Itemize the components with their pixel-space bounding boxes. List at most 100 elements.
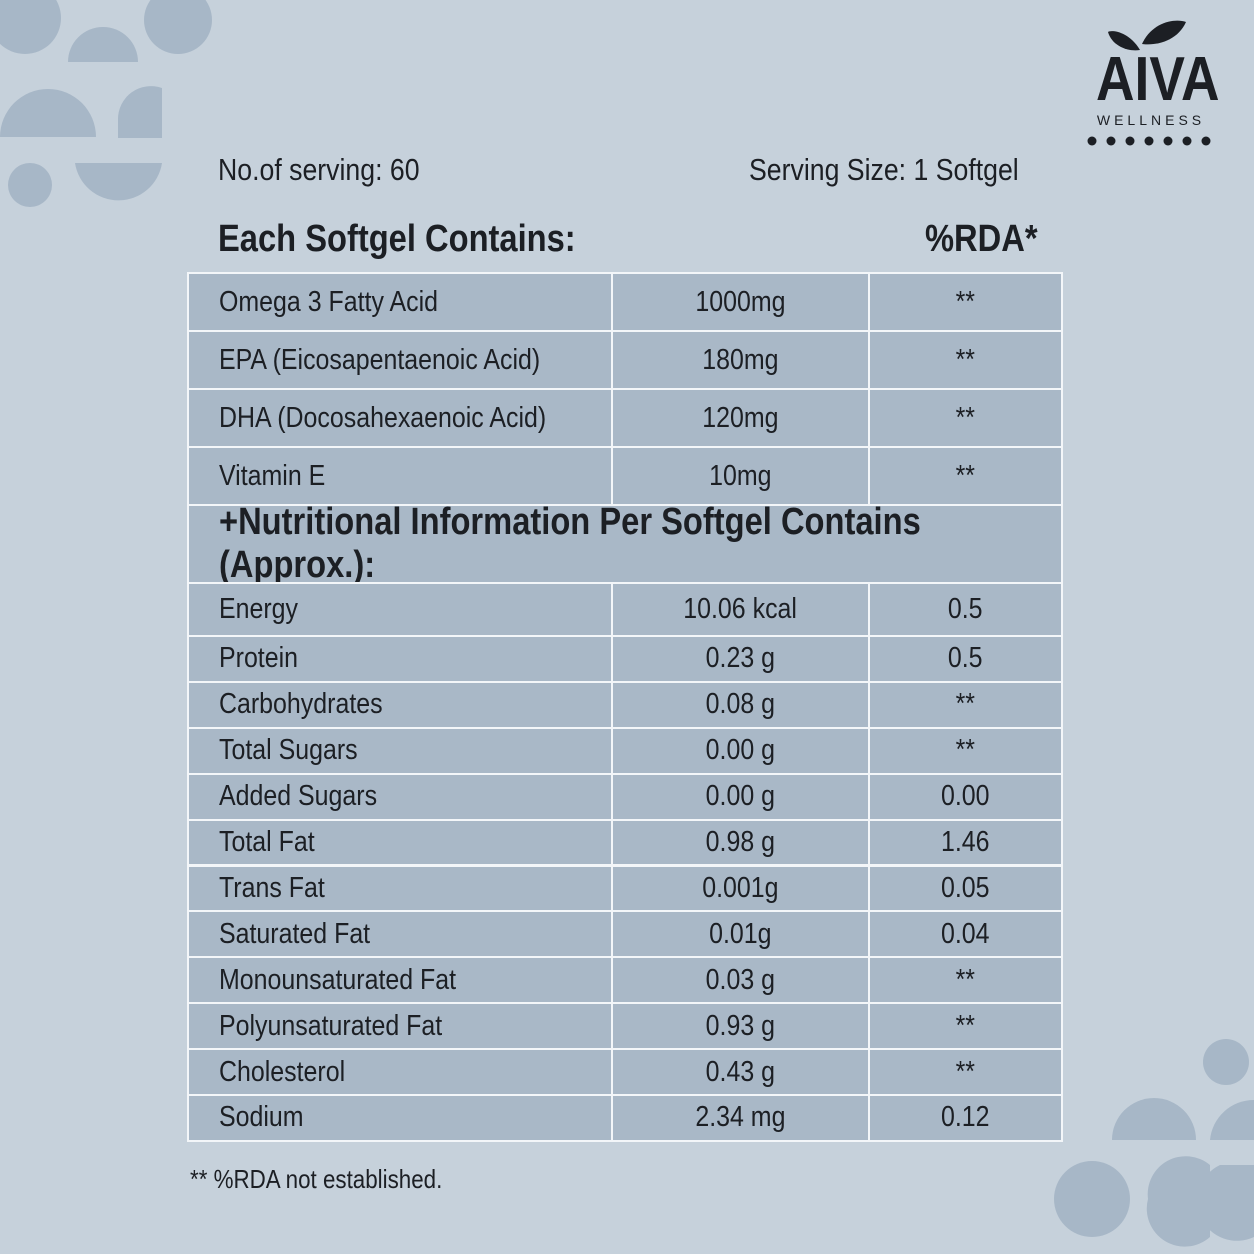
nutrient: Protein bbox=[187, 635, 613, 683]
cell-text: Energy bbox=[219, 593, 299, 625]
rda: 0.5 bbox=[868, 635, 1063, 683]
amount: 0.001g bbox=[611, 864, 870, 913]
cell-text: Omega 3 Fatty Acid bbox=[219, 285, 439, 318]
amount: 0.43 g bbox=[611, 1048, 870, 1096]
nutrient: Energy bbox=[187, 582, 613, 637]
amount: 0.23 g bbox=[611, 635, 870, 683]
rda: 1.46 bbox=[868, 818, 1063, 867]
section-heading: +Nutritional Information Per Softgel Con… bbox=[187, 501, 1063, 586]
nutrient: Sodium bbox=[187, 1094, 613, 1142]
cell-text: 0.001g bbox=[702, 871, 779, 904]
nutrient: Total Sugars bbox=[187, 726, 613, 775]
nutrient: Carbohydrates bbox=[187, 680, 613, 729]
cell-text: ** bbox=[955, 401, 976, 434]
cell-text: 0.00 g bbox=[705, 734, 776, 767]
footnote: ** %RDA not established. bbox=[190, 1164, 443, 1194]
nutrient: Total Fat bbox=[187, 818, 613, 867]
serving-count: No.of serving: 60 bbox=[218, 152, 420, 187]
rda: 0.04 bbox=[868, 910, 1063, 959]
rda: ** bbox=[868, 1002, 1063, 1051]
amount: 0.98 g bbox=[611, 818, 870, 867]
brand: AIVA bbox=[1096, 45, 1220, 114]
cell-text: EPA (Eicosapentaenoic Acid) bbox=[219, 343, 541, 376]
cell-text: 0.5 bbox=[948, 593, 983, 625]
cell-text: ** bbox=[955, 963, 976, 996]
rda: 0.05 bbox=[868, 864, 1063, 913]
cell-text: 0.04 bbox=[941, 917, 990, 950]
cell-text: +Nutritional Information Per Softgel Con… bbox=[219, 501, 921, 586]
rda: ** bbox=[868, 388, 1063, 448]
cell-text: ** bbox=[955, 343, 976, 376]
rda-heading: %RDA* bbox=[925, 218, 1038, 260]
nutrient: Monounsaturated Fat bbox=[187, 956, 613, 1005]
cell-text: Total Sugars bbox=[219, 734, 358, 767]
nutrient: Vitamin E bbox=[187, 446, 613, 506]
amount: 120mg bbox=[611, 388, 870, 448]
cell-text: Sodium bbox=[219, 1101, 304, 1134]
rda: ** bbox=[868, 330, 1063, 390]
nutrient: Saturated Fat bbox=[187, 910, 613, 959]
cell-text: Saturated Fat bbox=[219, 917, 371, 950]
cell-text: 1000mg bbox=[695, 285, 786, 318]
cell-text: 10mg bbox=[709, 459, 772, 492]
cell-text: DHA (Docosahexaenoic Acid) bbox=[219, 401, 547, 434]
rda: 0.5 bbox=[868, 582, 1063, 637]
tagline: WELLNESS bbox=[1096, 112, 1206, 128]
nutrient: EPA (Eicosapentaenoic Acid) bbox=[187, 330, 613, 390]
cell-text: 0.00 bbox=[941, 780, 990, 813]
cell-text: Vitamin E bbox=[219, 459, 326, 492]
cell-text: 0.08 g bbox=[705, 688, 776, 721]
cell-text: 0.23 g bbox=[705, 642, 776, 675]
cell-text: 0.05 bbox=[941, 871, 990, 904]
cell-text: ** bbox=[955, 1055, 976, 1088]
amount: 10mg bbox=[611, 446, 870, 506]
section-heading: Each Softgel Contains: bbox=[218, 218, 576, 260]
cell-text: Carbohydrates bbox=[219, 688, 383, 721]
cell-text: Trans Fat bbox=[219, 871, 325, 904]
cell-text: 180mg bbox=[702, 343, 779, 376]
nutrient: Polyunsaturated Fat bbox=[187, 1002, 613, 1051]
cell-text: Monounsaturated Fat bbox=[219, 963, 457, 996]
amount: 2.34 mg bbox=[611, 1094, 870, 1142]
nutrient: Omega 3 Fatty Acid bbox=[187, 272, 613, 332]
cell-text: ** bbox=[955, 1009, 976, 1042]
cell-text: 0.03 g bbox=[705, 963, 776, 996]
amount: 1000mg bbox=[611, 272, 870, 332]
cell-text: 0.93 g bbox=[705, 1009, 776, 1042]
serving-size: Serving Size: 1 Softgel bbox=[749, 152, 1019, 187]
rda: ** bbox=[868, 272, 1063, 332]
rda: 0.00 bbox=[868, 772, 1063, 821]
cell-text: ** bbox=[955, 688, 976, 721]
cell-text: Total Fat bbox=[219, 826, 315, 859]
rda: ** bbox=[868, 956, 1063, 1005]
cell-text: 0.98 g bbox=[705, 826, 776, 859]
amount: 0.93 g bbox=[611, 1002, 870, 1051]
amount: 0.00 g bbox=[611, 726, 870, 775]
cell-text: ** bbox=[955, 285, 976, 318]
cell-text: Cholesterol bbox=[219, 1055, 346, 1088]
amount: 0.08 g bbox=[611, 680, 870, 729]
cell-text: Added Sugars bbox=[219, 780, 378, 813]
amount: 0.01g bbox=[611, 910, 870, 959]
amount: 0.03 g bbox=[611, 956, 870, 1005]
cell-text: 0.5 bbox=[948, 642, 983, 675]
cell-text: Protein bbox=[219, 642, 299, 675]
rda: ** bbox=[868, 680, 1063, 729]
nutrient: DHA (Docosahexaenoic Acid) bbox=[187, 388, 613, 448]
amount: 180mg bbox=[611, 330, 870, 390]
amount: 0.00 g bbox=[611, 772, 870, 821]
cell-text: 120mg bbox=[702, 401, 779, 434]
nutrient: Added Sugars bbox=[187, 772, 613, 821]
cell-text: 10.06 kcal bbox=[683, 593, 798, 625]
cell-text: 0.00 g bbox=[705, 780, 776, 813]
nutrient: Trans Fat bbox=[187, 864, 613, 913]
rda: ** bbox=[868, 1048, 1063, 1096]
rda: ** bbox=[868, 446, 1063, 506]
cell-text: 0.12 bbox=[941, 1101, 990, 1134]
cell-text: 2.34 mg bbox=[695, 1101, 786, 1134]
cell-text: ** bbox=[955, 734, 976, 767]
cell-text: ** bbox=[955, 459, 976, 492]
amount: 10.06 kcal bbox=[611, 582, 870, 637]
